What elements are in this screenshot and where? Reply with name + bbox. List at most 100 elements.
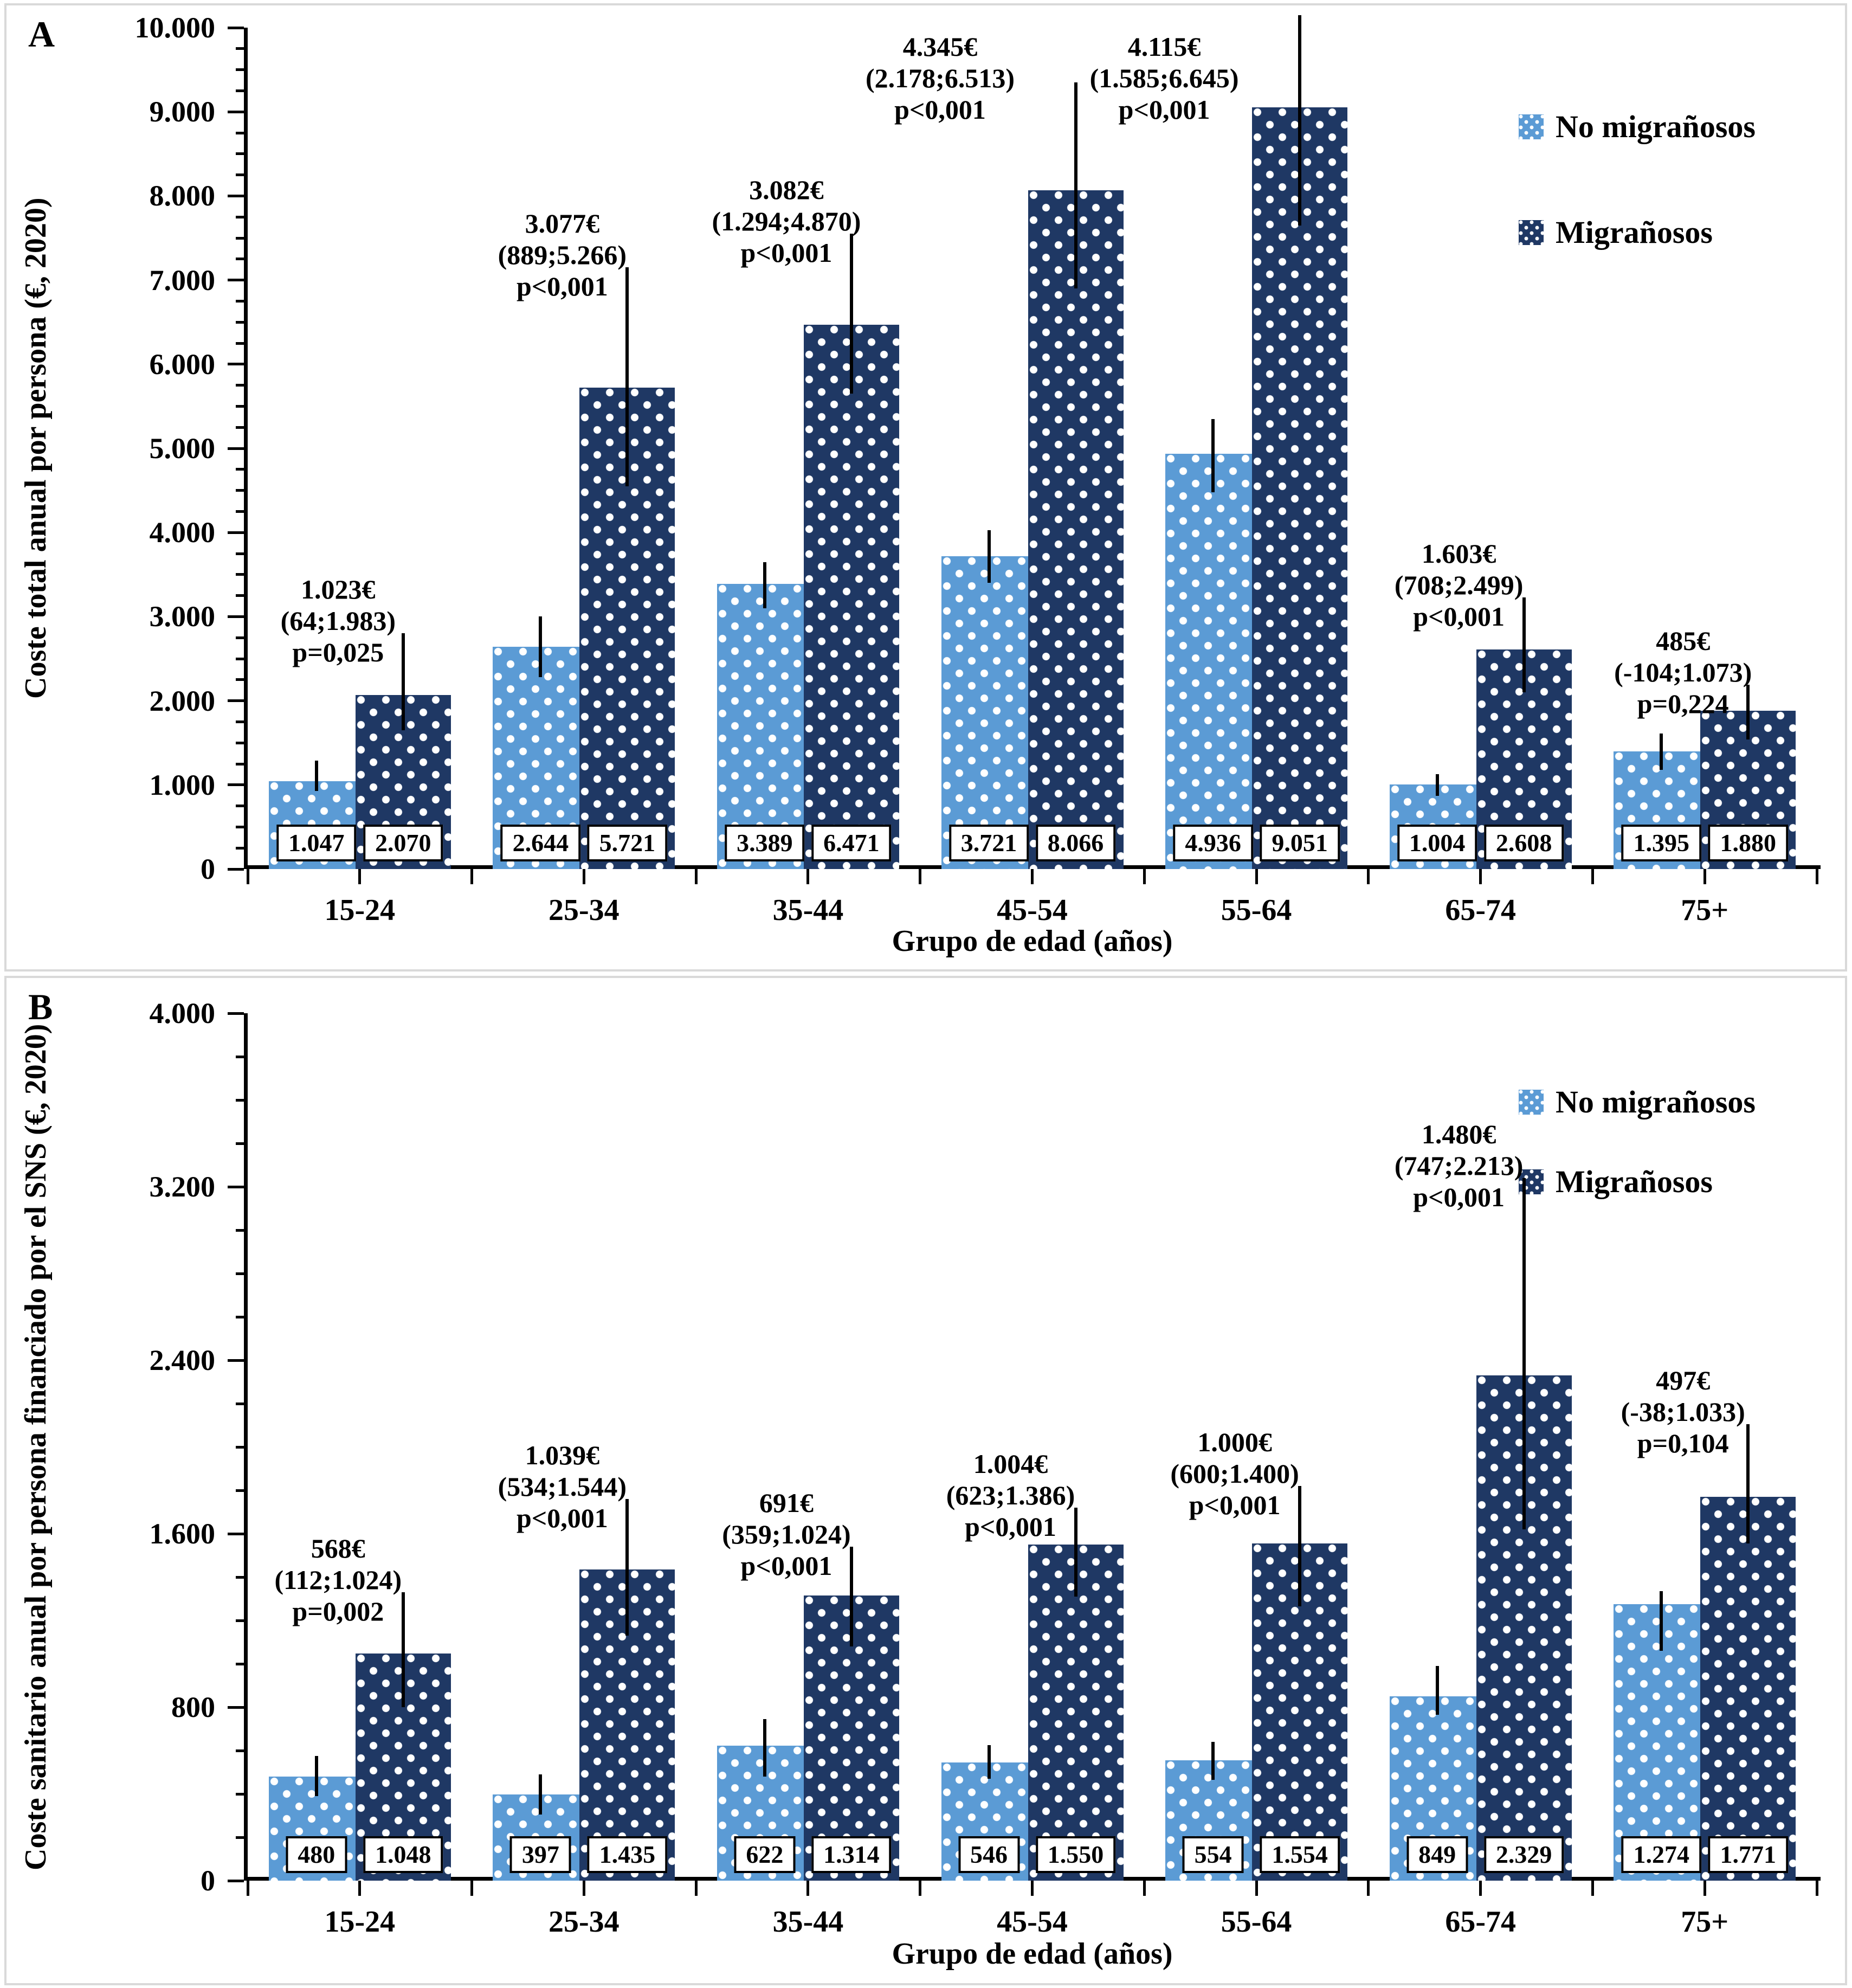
x-tick — [1143, 869, 1146, 884]
x-tick — [806, 1881, 810, 1896]
error-bar — [401, 633, 405, 730]
y-minor-tick — [236, 762, 244, 765]
y-major-tick — [228, 26, 244, 29]
annotation: 1.480€ (747;2.213) p<0,001 — [1307, 1118, 1611, 1213]
bar-value-label: 2.329 — [1483, 1836, 1564, 1873]
x-tick — [470, 1881, 474, 1896]
bar-value-label: 1.004 — [1397, 825, 1477, 861]
x-tick — [806, 869, 810, 884]
annotation-ci: (889;5.266) — [498, 240, 627, 271]
x-tick — [1479, 869, 1482, 884]
bar-value-label: 1.274 — [1621, 1836, 1701, 1873]
bar-value-label: 5.721 — [587, 825, 668, 861]
annotation-ci: (-104;1.073) — [1614, 657, 1752, 688]
annotation-diff: 1.480€ — [1421, 1119, 1496, 1149]
x-category-label: 35-44 — [772, 1905, 844, 1939]
y-minor-tick — [236, 215, 244, 218]
bar-value-label: 1.550 — [1035, 1836, 1116, 1873]
legend-label: No migrañosos — [1556, 109, 1756, 144]
bar-no-migranosos — [941, 1762, 1037, 1881]
legend-a: No migrañosos Migrañosos — [1519, 108, 1756, 320]
error-bar — [1298, 15, 1302, 226]
y-major-tick — [228, 447, 244, 450]
bar-migranosos — [1028, 1545, 1124, 1881]
y-tick-label: 1.600 — [149, 1517, 216, 1550]
y-tick-label: 7.000 — [149, 263, 216, 297]
annotation-ci: (1.585;6.645) — [1089, 63, 1239, 93]
annotation: 485€ (-104;1.073) p=0,224 — [1531, 625, 1835, 719]
error-bar — [1746, 1424, 1750, 1543]
x-tick — [694, 1881, 698, 1896]
annotation-diff: 1.004€ — [973, 1449, 1048, 1479]
x-category-label: 25-34 — [548, 893, 620, 927]
y-minor-tick — [236, 489, 244, 492]
annotation-ci: (112;1.024) — [274, 1565, 402, 1595]
y-minor-tick — [236, 173, 244, 177]
panel-b: B Coste sanitario anual por persona fina… — [4, 976, 1847, 1985]
annotation: 3.082€ (1.294;4.870) p<0,001 — [635, 174, 938, 268]
x-category-label: 15-24 — [324, 1905, 396, 1939]
y-minor-tick — [236, 720, 244, 723]
legend-item: Migrañosos — [1519, 214, 1756, 250]
error-bar — [401, 1592, 405, 1707]
y-minor-tick — [236, 594, 244, 597]
x-tick — [919, 1881, 922, 1896]
bar-value-label: 554 — [1182, 1836, 1244, 1873]
bar-no-migranosos — [1165, 453, 1261, 869]
annotation-pvalue: p=0,224 — [1637, 689, 1729, 719]
y-minor-tick — [236, 846, 244, 850]
bar-migranosos — [579, 1569, 675, 1881]
x-category-label: 25-34 — [548, 1905, 620, 1939]
error-bar — [1522, 1178, 1526, 1529]
error-bar — [625, 1499, 629, 1636]
annotation-diff: 4.345€ — [902, 31, 978, 62]
panel-a: A Coste total anual por persona (€, 2020… — [4, 3, 1847, 972]
bar-migranosos — [1700, 1496, 1796, 1881]
x-category-label: 65-74 — [1445, 1905, 1516, 1939]
annotation-diff: 3.082€ — [749, 175, 824, 205]
x-tick — [1591, 869, 1594, 884]
y-minor-tick — [236, 342, 244, 345]
x-tick — [358, 869, 362, 884]
error-bar — [849, 1547, 853, 1646]
error-bar — [1074, 82, 1077, 289]
error-bar — [539, 1774, 543, 1815]
y-major-tick — [228, 783, 244, 787]
x-tick — [694, 869, 698, 884]
y-tick-label: 5.000 — [149, 432, 216, 465]
bar-value-label: 1.435 — [587, 1836, 668, 1873]
annotation-ci: (747;2.213) — [1394, 1150, 1524, 1181]
legend-label: No migrañosos — [1556, 1084, 1756, 1120]
annotation: 691€ (359;1.024) p<0,001 — [635, 1487, 938, 1581]
annotation-diff: 691€ — [759, 1488, 814, 1518]
error-bar — [763, 562, 766, 608]
bar-no-migranosos — [941, 556, 1037, 869]
annotation: 1.004€ (623;1.386) p<0,001 — [859, 1448, 1163, 1542]
legend-b: No migrañosos Migrañosos — [1519, 1084, 1756, 1243]
bar-migranosos — [1252, 107, 1348, 869]
y-tick-label: 0 — [201, 1864, 215, 1897]
y-axis-title-b: Coste sanitario anual por persona financ… — [19, 1024, 53, 1870]
y-tick-label: 9.000 — [149, 95, 216, 128]
x-category-label: 45-54 — [997, 893, 1068, 927]
y-tick-label: 4.000 — [149, 516, 216, 549]
error-bar — [987, 1745, 991, 1779]
x-tick — [1815, 869, 1818, 884]
bar-value-label: 622 — [734, 1836, 796, 1873]
error-bar — [849, 234, 853, 394]
bar-value-label: 546 — [958, 1836, 1019, 1873]
y-major-tick — [228, 363, 244, 366]
x-category-label: 65-74 — [1445, 893, 1516, 927]
bar-no-migranosos — [717, 584, 812, 869]
annotation: 1.023€ (64;1.983) p=0,025 — [186, 574, 490, 668]
y-minor-tick — [236, 68, 244, 72]
y-tick-label: 800 — [171, 1691, 215, 1723]
x-tick — [1815, 1881, 1818, 1896]
error-bar — [987, 530, 991, 583]
y-minor-tick — [236, 320, 244, 324]
error-bar — [314, 1756, 318, 1796]
x-category-label: 35-44 — [772, 893, 844, 927]
y-minor-tick — [236, 678, 244, 681]
x-tick — [582, 869, 585, 884]
annotation-pvalue: p<0,001 — [1413, 601, 1505, 632]
